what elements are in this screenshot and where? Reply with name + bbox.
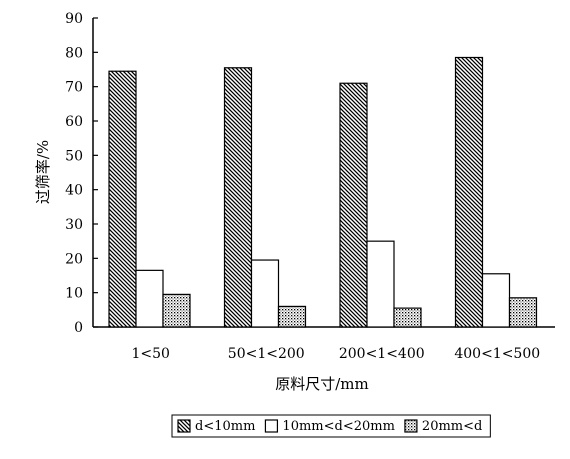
x-axis-title: 原料尺寸/mm <box>275 375 369 393</box>
legend-label: 10mm<d<20mm <box>282 419 395 434</box>
legend-swatch-empty <box>264 419 279 433</box>
bars <box>108 56 538 328</box>
y-tick-label: 30 <box>65 217 83 233</box>
y-tick-label: 40 <box>65 183 83 199</box>
legend-swatch-hatch <box>177 419 191 433</box>
bar-dots <box>508 297 538 328</box>
legend-frame <box>171 414 491 438</box>
legend-swatch-dots <box>404 419 418 433</box>
y-tick-label: 60 <box>65 114 83 130</box>
x-tick-label: 1<50 <box>132 346 170 362</box>
y-tick-label: 20 <box>65 251 83 267</box>
y-tick-label: 50 <box>65 148 83 164</box>
legend-label: d<10mm <box>195 419 255 434</box>
y-tick-label: 70 <box>65 80 83 96</box>
x-tick-label: 400<1<500 <box>454 346 540 362</box>
y-tick-label: 10 <box>65 286 83 302</box>
bar-hatch <box>108 70 137 328</box>
bar-hatch <box>454 56 484 328</box>
bar-empty <box>250 259 280 328</box>
bar-dots <box>162 293 191 328</box>
tick-labels: 0 10 20 30 40 50 60 70 80 90 1<50 50<1<200 200<1<400… <box>65 11 540 362</box>
bar-hatch <box>223 67 253 328</box>
bar-empty <box>366 240 395 328</box>
y-tick-label: 0 <box>74 320 83 336</box>
bar-dots <box>393 307 422 328</box>
bar-dots <box>277 305 307 328</box>
y-axis-title: 过筛率/% <box>34 140 52 204</box>
bar-empty <box>135 269 164 328</box>
x-tick-label: 50<1<200 <box>228 346 305 362</box>
y-tick-label: 80 <box>65 45 83 61</box>
legend: d<10mm 10mm<d<20mm 20mm<d <box>171 414 491 438</box>
bar-hatch <box>339 82 368 328</box>
bar-empty <box>481 273 511 328</box>
y-tick-label: 90 <box>65 11 83 27</box>
legend-label: 20mm<d <box>422 419 482 434</box>
x-tick-label: 200<1<400 <box>339 346 425 362</box>
